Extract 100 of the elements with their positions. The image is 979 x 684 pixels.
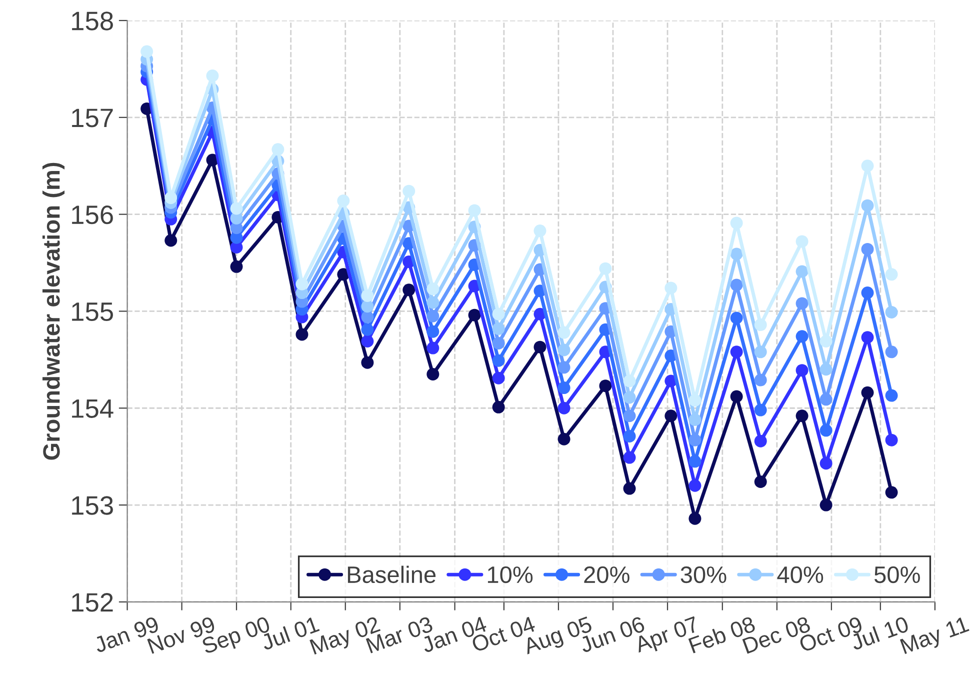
point <box>885 389 898 402</box>
point <box>623 374 636 388</box>
point <box>885 434 898 446</box>
point <box>558 402 570 414</box>
point <box>426 342 440 354</box>
y-axis-title: Groundwater elevation (m) <box>42 162 64 460</box>
y-tick-label: 156 <box>72 205 113 224</box>
legend-label: 30% <box>680 566 726 584</box>
legend-label: Baseline <box>348 566 436 584</box>
point <box>796 330 808 343</box>
point <box>361 300 374 313</box>
point <box>796 364 808 377</box>
legend-label: 10% <box>488 566 533 584</box>
point <box>754 434 767 448</box>
point <box>492 308 505 320</box>
point <box>820 393 832 406</box>
point <box>361 289 374 302</box>
point <box>272 143 284 156</box>
point <box>885 268 898 281</box>
point <box>796 297 808 310</box>
point <box>361 335 374 348</box>
legend-label: 40% <box>777 566 824 584</box>
point <box>206 70 219 82</box>
point <box>861 199 874 212</box>
point <box>492 336 505 350</box>
point <box>861 160 874 172</box>
point <box>296 328 308 341</box>
point <box>468 308 481 322</box>
point <box>688 414 702 426</box>
point <box>796 410 808 422</box>
point <box>140 45 154 58</box>
point <box>558 432 570 446</box>
point <box>558 361 570 374</box>
point <box>337 194 350 208</box>
point <box>623 391 636 404</box>
point <box>534 224 546 238</box>
legend-label: 20% <box>584 566 630 584</box>
point <box>599 380 612 392</box>
point <box>885 306 898 318</box>
point <box>688 479 702 492</box>
point <box>885 486 898 499</box>
y-tick-label: 157 <box>72 108 113 128</box>
point <box>796 235 808 248</box>
point <box>558 344 570 356</box>
point <box>861 331 874 344</box>
point <box>426 325 440 338</box>
point <box>688 434 702 446</box>
point <box>230 202 243 215</box>
point <box>730 278 743 292</box>
point <box>754 476 767 488</box>
point <box>402 284 416 296</box>
point <box>558 326 570 339</box>
y-tick-label: 152 <box>72 593 113 612</box>
point <box>426 310 440 322</box>
point <box>361 323 374 336</box>
point <box>820 424 832 437</box>
point <box>534 340 546 354</box>
point <box>820 457 832 470</box>
point <box>730 216 743 230</box>
point <box>623 482 636 495</box>
y-tick-label: 158 <box>72 12 113 30</box>
point <box>426 368 440 380</box>
point <box>664 410 678 422</box>
point <box>730 248 743 260</box>
point <box>861 386 874 399</box>
point <box>664 282 678 294</box>
point <box>754 404 767 416</box>
point <box>688 512 702 525</box>
point <box>820 363 832 376</box>
point <box>688 455 702 468</box>
point <box>623 430 636 442</box>
point <box>164 192 178 204</box>
point <box>861 242 874 256</box>
point <box>468 204 481 217</box>
point <box>492 322 505 335</box>
point <box>361 356 374 369</box>
point <box>599 262 612 275</box>
point <box>730 346 743 358</box>
point <box>885 346 898 358</box>
point <box>361 310 374 324</box>
point <box>623 451 636 464</box>
point <box>820 498 832 512</box>
point <box>164 234 178 247</box>
y-tick-label: 155 <box>72 302 113 322</box>
legend-label: 50% <box>874 566 920 584</box>
point <box>820 335 832 348</box>
point <box>730 390 743 403</box>
point <box>558 382 570 394</box>
y-tick-label: 154 <box>72 400 114 418</box>
point <box>623 410 636 422</box>
point <box>754 318 767 332</box>
point <box>492 372 505 384</box>
point <box>426 282 440 296</box>
point <box>492 354 505 367</box>
point <box>796 265 808 278</box>
y-tick-label: 153 <box>72 496 113 515</box>
point <box>296 278 308 290</box>
point <box>730 312 743 324</box>
point <box>688 394 702 407</box>
point <box>230 260 243 273</box>
